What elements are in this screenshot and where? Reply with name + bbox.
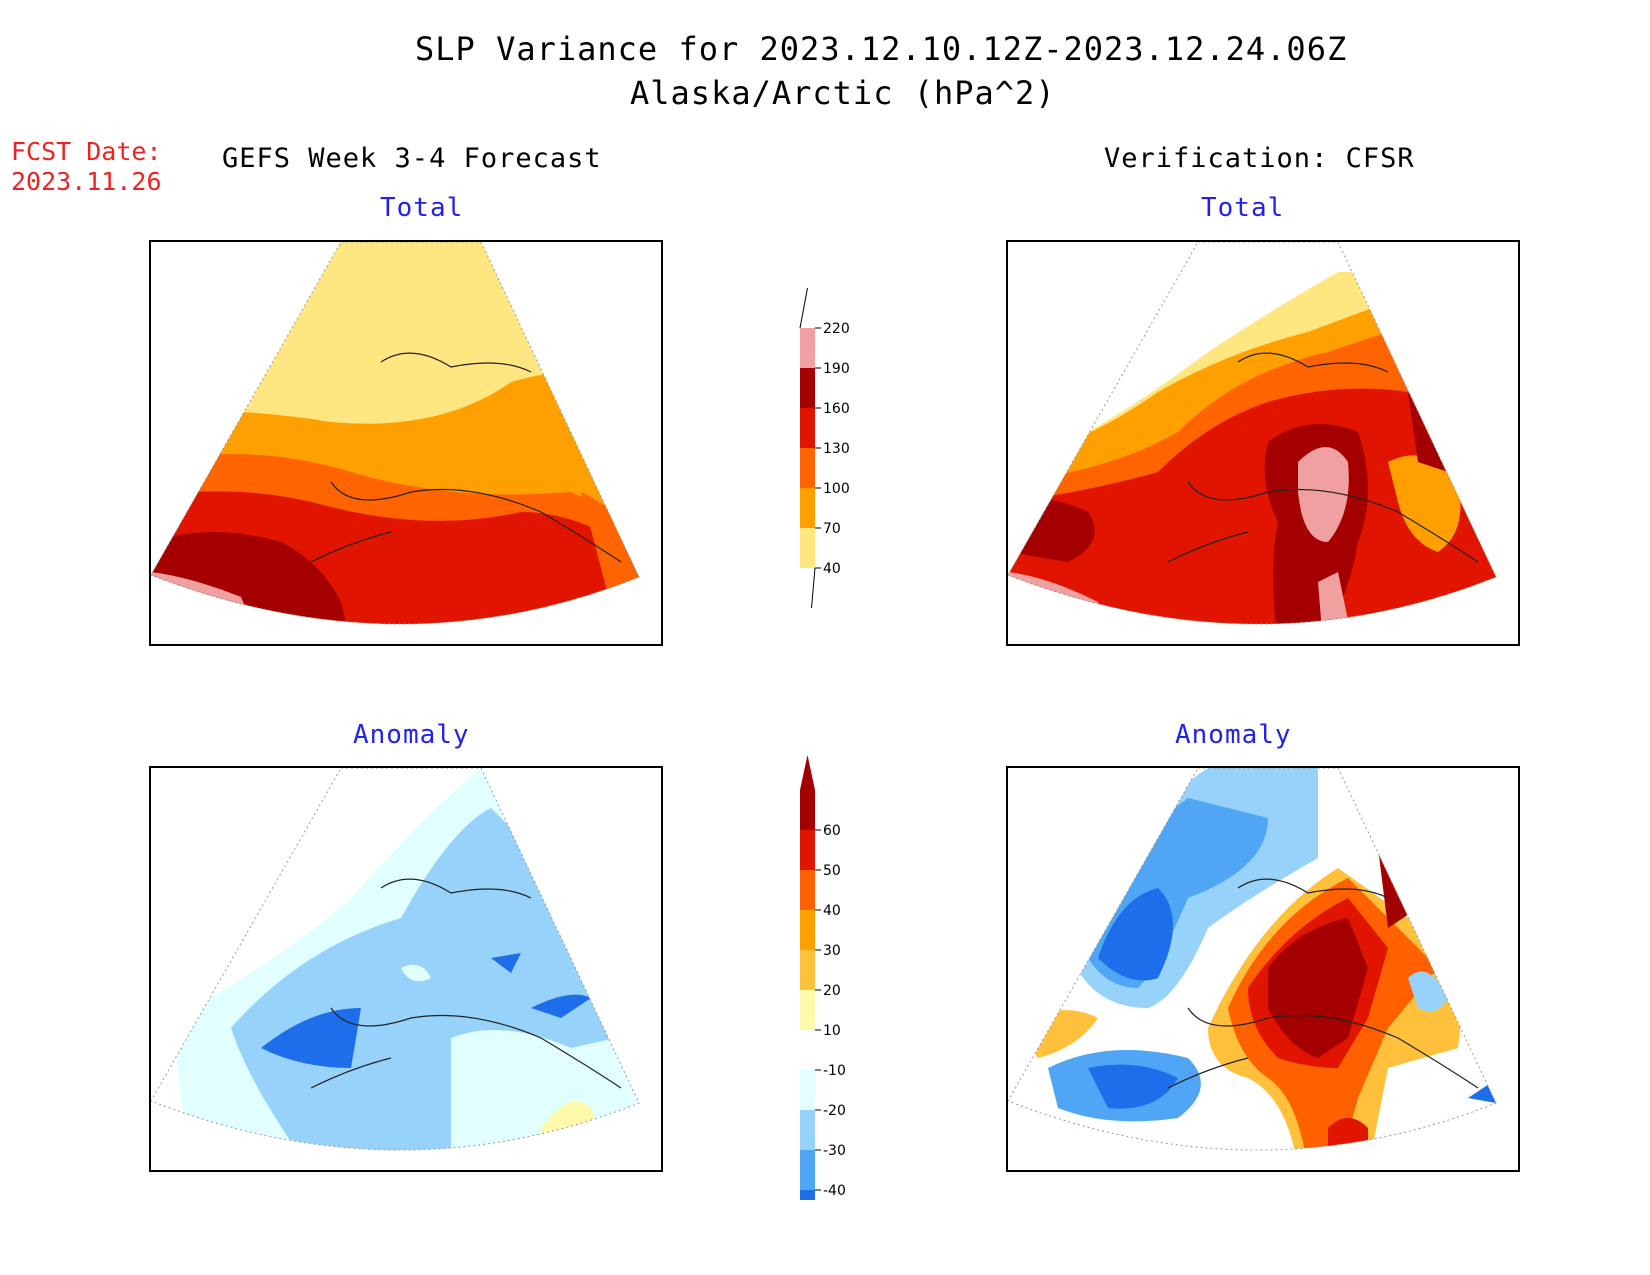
colorbar-tick-label: 190 <box>823 361 850 377</box>
colorbar-swatch <box>800 990 815 1030</box>
verification-total-map <box>1006 240 1520 646</box>
colorbar-swatch <box>800 1030 815 1070</box>
colorbar-swatch <box>800 790 815 830</box>
colorbar-tick-label: 160 <box>823 401 850 417</box>
colorbar-tick-label: 50 <box>823 863 841 879</box>
colorbar-tick-label: 220 <box>823 321 850 337</box>
colorbar-swatch <box>800 950 815 990</box>
forecast-total-map <box>149 240 663 646</box>
total-colorbar: 40 70 100 130 160 190 220 <box>790 283 890 613</box>
chart-title-line1: SLP Variance for 2023.12.10.12Z-2023.12.… <box>415 30 1348 68</box>
colorbar-tick-label: 70 <box>823 521 841 537</box>
forecast-anomaly-map <box>149 766 663 1172</box>
colorbar-swatch <box>800 328 815 368</box>
colorbar-edge <box>799 287 816 609</box>
colorbar-tick-label: 130 <box>823 441 850 457</box>
colorbar-swatch <box>800 448 815 488</box>
forecast-column-heading: GEFS Week 3-4 Forecast <box>222 143 602 174</box>
colorbar-swatch <box>800 870 815 910</box>
colorbar-swatch <box>800 830 815 870</box>
colorbar-swatch <box>800 408 815 448</box>
colorbar-tick-label: 40 <box>823 561 841 577</box>
colorbar-tick-label: 40 <box>823 903 841 919</box>
colorbar-tick-label: 20 <box>823 983 841 999</box>
colorbar-swatch <box>800 368 815 408</box>
anomaly-colorbar: -40 -30 -20 -10 10 20 30 40 50 60 <box>790 750 890 1265</box>
colorbar-tick-label: -30 <box>823 1143 846 1159</box>
forecast-total-label: Total <box>380 193 464 223</box>
forecast-anomaly-label: Anomaly <box>353 720 470 750</box>
colorbar-tick-label: 10 <box>823 1023 841 1039</box>
colorbar-swatch <box>800 910 815 950</box>
verification-total-label: Total <box>1201 193 1285 223</box>
colorbar-swatch <box>800 1110 815 1150</box>
colorbar-tick-label: -10 <box>823 1063 846 1079</box>
verification-anomaly-label: Anomaly <box>1175 720 1292 750</box>
verification-column-heading: Verification: CFSR <box>1104 143 1415 174</box>
colorbar-swatch <box>800 1190 815 1230</box>
colorbar-swatch <box>800 488 815 528</box>
colorbar-swatch <box>800 1150 815 1190</box>
colorbar-tick-label: 100 <box>823 481 850 497</box>
colorbar-tick-label: -20 <box>823 1103 846 1119</box>
colorbar-tick-label: 30 <box>823 943 841 959</box>
colorbar-tick-label: 60 <box>823 823 841 839</box>
fcst-date-value: 2023.11.26 <box>11 167 162 196</box>
colorbar-swatch <box>800 528 815 568</box>
colorbar-tick-label: -40 <box>823 1183 846 1199</box>
fcst-date-label: FCST Date: <box>11 137 162 166</box>
colorbar-swatch <box>800 1070 815 1110</box>
colorbar-top-tip <box>800 755 815 790</box>
chart-title-line2: Alaska/Arctic (hPa^2) <box>630 74 1056 112</box>
verification-anomaly-map <box>1006 766 1520 1172</box>
